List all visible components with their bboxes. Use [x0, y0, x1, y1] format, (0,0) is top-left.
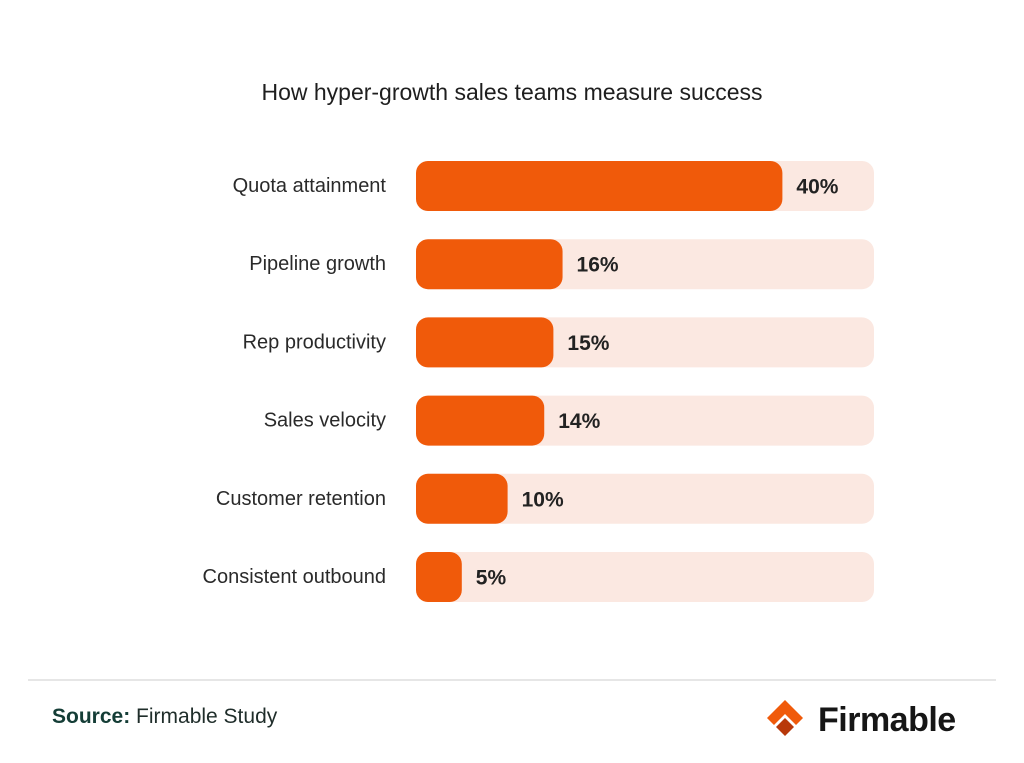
bar-track [416, 473, 874, 524]
footer-divider [28, 679, 996, 681]
bar [416, 317, 554, 368]
value-label: 40% [796, 176, 838, 199]
value-label: 16% [577, 254, 619, 277]
bar [416, 552, 462, 602]
bar [416, 239, 563, 290]
brand-logo: Firmable [762, 696, 956, 744]
bar-chart: How hyper-growth sales teams measure suc… [203, 79, 874, 602]
category-label: Pipeline growth [249, 253, 386, 275]
bar [416, 473, 508, 524]
value-label: 15% [567, 332, 609, 355]
value-label: 10% [522, 488, 564, 511]
firmable-logo-icon [767, 700, 803, 736]
source-text: Firmable Study [136, 705, 278, 728]
bar [416, 395, 545, 446]
category-label: Rep productivity [243, 331, 386, 353]
bars-group: Quota attainment 40% Pipeline growth 16% Rep… [203, 161, 874, 602]
value-label: 5% [476, 567, 507, 590]
source-note: Source: Firmable Study [52, 705, 277, 729]
category-label: Quota attainment [233, 175, 387, 197]
value-label: 14% [558, 410, 600, 433]
chart-title: How hyper-growth sales teams measure suc… [261, 79, 762, 105]
brand-name: Firmable [818, 700, 956, 739]
category-label: Customer retention [216, 488, 386, 510]
category-label: Consistent outbound [203, 566, 386, 588]
category-label: Sales velocity [264, 410, 386, 432]
bar [416, 161, 783, 211]
bar-track [416, 552, 874, 602]
source-label: Source: [52, 705, 131, 728]
